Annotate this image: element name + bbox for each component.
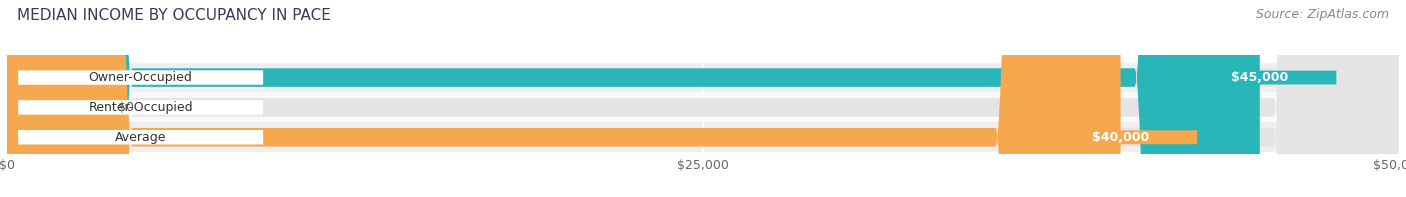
FancyBboxPatch shape — [1045, 130, 1197, 144]
Text: $45,000: $45,000 — [1232, 71, 1288, 84]
FancyBboxPatch shape — [7, 92, 1399, 122]
FancyBboxPatch shape — [7, 122, 1399, 152]
FancyBboxPatch shape — [7, 0, 1399, 197]
Text: Owner-Occupied: Owner-Occupied — [89, 71, 193, 84]
FancyBboxPatch shape — [7, 0, 1399, 197]
Text: Source: ZipAtlas.com: Source: ZipAtlas.com — [1256, 8, 1389, 21]
FancyBboxPatch shape — [7, 0, 84, 197]
FancyBboxPatch shape — [18, 130, 263, 144]
Text: Average: Average — [115, 131, 166, 144]
FancyBboxPatch shape — [18, 100, 263, 115]
Text: MEDIAN INCOME BY OCCUPANCY IN PACE: MEDIAN INCOME BY OCCUPANCY IN PACE — [17, 8, 330, 23]
Text: Renter-Occupied: Renter-Occupied — [89, 101, 193, 114]
Text: $0: $0 — [118, 101, 135, 114]
Text: $40,000: $40,000 — [1092, 131, 1149, 144]
FancyBboxPatch shape — [18, 70, 263, 85]
FancyBboxPatch shape — [1184, 71, 1336, 85]
FancyBboxPatch shape — [7, 0, 1121, 197]
FancyBboxPatch shape — [7, 63, 1399, 92]
FancyBboxPatch shape — [7, 0, 1260, 197]
FancyBboxPatch shape — [7, 0, 1399, 197]
